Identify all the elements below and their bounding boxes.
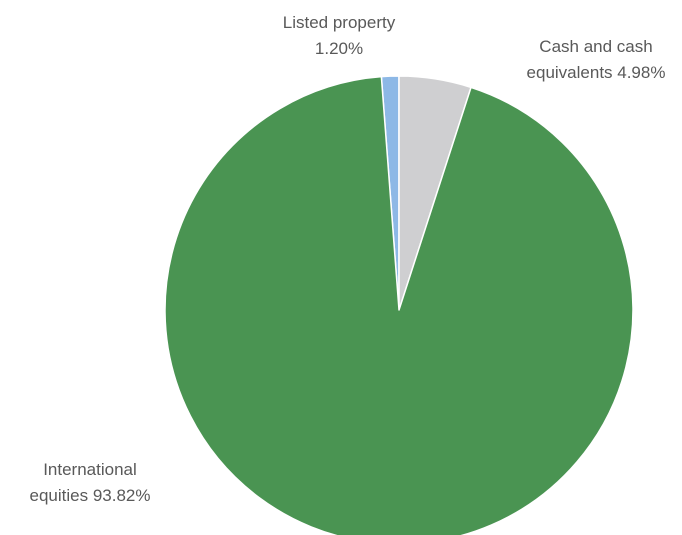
data-label-line: Cash and cash <box>539 37 652 56</box>
data-label-line: International <box>43 460 137 479</box>
pie-slice-international-equities <box>164 75 634 535</box>
data-label-international-equities: International equities 93.82% <box>30 460 151 505</box>
data-label-line: equivalents 4.98% <box>527 63 666 82</box>
data-label-line: 1.20% <box>315 39 363 58</box>
data-label-line: equities 93.82% <box>30 486 151 505</box>
data-label-line: Listed property <box>283 13 396 32</box>
slices-layer <box>164 75 634 535</box>
data-label-listed-property: Listed property 1.20% <box>283 13 396 58</box>
labels-layer: Listed property 1.20% Cash and cash equival… <box>30 13 666 505</box>
data-label-cash-and-cash-equivalents: Cash and cash equivalents 4.98% <box>527 37 666 82</box>
